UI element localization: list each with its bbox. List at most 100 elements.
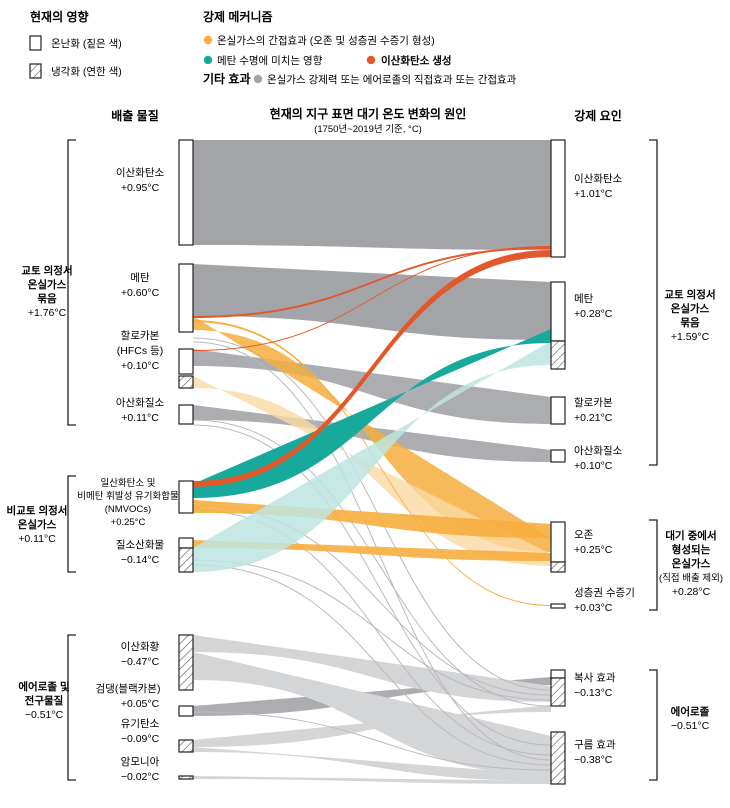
legend-methane: 메탄 수명에 미치는 영향: [217, 55, 323, 67]
flow-so2-rad: [193, 635, 551, 702]
driver-nodes: [550, 139, 566, 785]
legend-co2: 이산화탄소 생성: [381, 54, 452, 67]
legend-effect-title: 현재의 영향: [30, 9, 89, 24]
svg-text:+0.11°C: +0.11°C: [121, 412, 159, 424]
node-hc: [178, 348, 194, 375]
flow-ch4-o3: [193, 316, 551, 552]
driver-o3: [550, 521, 566, 563]
legend-ozone: 온실가스의 간접효과 (오존 및 성층권 수증기 형성): [217, 35, 435, 47]
driver-rad-cool: [550, 677, 566, 707]
driver-h2o: [550, 603, 566, 609]
right-group-labels: 교토 의정서 온실가스 묶음 +1.59°C 대기 중에서 형성되는 온실가스 …: [659, 288, 723, 732]
emission-labels: 이산화탄소 +0.95°C 메탄 +0.60°C 할로카본 (HFCs 등) +…: [77, 167, 179, 783]
svg-text:+0.03°C: +0.03°C: [574, 602, 613, 614]
left-group-labels: 교토 의정서 온실가스 묶음 +1.76°C 비교토 의정서 온실가스 +0.1…: [7, 264, 73, 721]
legend-cooling: 냉각화 (연한 색): [51, 66, 122, 78]
header-right: 강제 요인: [574, 108, 622, 123]
svg-text:오존: 오존: [574, 529, 594, 541]
node-n2o: [178, 404, 194, 425]
svg-text:+0.28°C: +0.28°C: [672, 586, 711, 598]
svg-text:온실가스: 온실가스: [18, 518, 57, 531]
svg-text:구름 효과: 구름 효과: [574, 739, 616, 751]
legend-warming: 온난화 (짙은 색): [51, 38, 122, 50]
svg-text:+0.10°C: +0.10°C: [121, 360, 160, 372]
svg-text:−0.51°C: −0.51°C: [671, 720, 710, 732]
header-center-sub: (1750년~2019년 기준, °C): [314, 124, 422, 135]
node-ch4: [178, 263, 194, 333]
node-oc: [178, 739, 194, 753]
svg-text:(NMVOCs): (NMVOCs): [105, 504, 151, 515]
header-left: 배출 물질: [111, 108, 159, 123]
svg-text:+0.25°C: +0.25°C: [574, 544, 613, 556]
svg-text:+1.01°C: +1.01°C: [574, 188, 613, 200]
legend-mechanism-title: 강제 메커니즘: [203, 9, 273, 24]
node-nox-cool: [178, 547, 194, 573]
header-center: 현재의 지구 표면 대기 온도 변화의 원인: [270, 106, 467, 121]
svg-text:묶음: 묶음: [680, 317, 700, 329]
svg-text:형성되는: 형성되는: [672, 543, 711, 556]
svg-text:일산화탄소 및: 일산화탄소 및: [100, 477, 155, 489]
node-nh3: [178, 775, 194, 780]
node-so2: [178, 634, 194, 691]
svg-text:+0.21°C: +0.21°C: [574, 412, 613, 424]
svg-text:−0.47°C: −0.47°C: [121, 656, 160, 668]
svg-text:에어로졸 및: 에어로졸 및: [18, 680, 70, 693]
svg-text:−0.09°C: −0.09°C: [121, 733, 160, 745]
legend-co2-dot: [366, 55, 376, 65]
node-bc: [178, 705, 194, 717]
flow-nh3-cloud: [193, 776, 551, 784]
emission-nodes: [178, 139, 194, 780]
svg-text:이산화탄소: 이산화탄소: [574, 173, 623, 185]
svg-text:+0.25°C: +0.25°C: [111, 517, 146, 528]
svg-text:+0.60°C: +0.60°C: [121, 287, 160, 299]
svg-text:−0.02°C: −0.02°C: [121, 771, 160, 783]
svg-text:묶음: 묶음: [37, 293, 57, 305]
driver-cloud: [550, 731, 566, 785]
driver-rad: [550, 669, 566, 679]
node-co2: [178, 139, 194, 246]
svg-text:교토 의정서: 교토 의정서: [664, 288, 715, 301]
driver-ch4-cool: [550, 340, 566, 370]
svg-text:(HFCs 등): (HFCs 등): [117, 345, 163, 357]
svg-text:유기탄소: 유기탄소: [121, 718, 160, 730]
flow-ch4-ch4: [193, 264, 551, 340]
svg-text:온실가스: 온실가스: [672, 557, 711, 570]
svg-text:이산화탄소: 이산화탄소: [116, 167, 165, 179]
brackets: [67, 139, 658, 781]
node-co: [178, 480, 194, 514]
legend-methane-dot: [203, 55, 213, 65]
legend-warming-swatch: [29, 35, 42, 51]
svg-text:+1.76°C: +1.76°C: [28, 307, 67, 319]
svg-text:+0.28°C: +0.28°C: [574, 308, 613, 320]
svg-text:비메탄 휘발성 유기화합물: 비메탄 휘발성 유기화합물: [77, 491, 179, 502]
svg-text:성층권 수증기: 성층권 수증기: [574, 587, 635, 599]
svg-text:교토 의정서: 교토 의정서: [21, 264, 72, 277]
svg-text:할로카본: 할로카본: [121, 330, 160, 342]
flow-ch4-co2: [193, 247, 551, 318]
svg-text:+0.05°C: +0.05°C: [121, 698, 160, 710]
svg-text:아산화질소: 아산화질소: [116, 397, 165, 409]
legend-cooling-swatch: [29, 63, 42, 79]
svg-text:대기 중에서: 대기 중에서: [665, 529, 716, 542]
svg-text:+1.59°C: +1.59°C: [671, 331, 710, 343]
driver-labels: 이산화탄소 +1.01°C 메탄 +0.28°C 할로카본 +0.21°C 아산…: [574, 173, 635, 766]
svg-text:에어로졸: 에어로졸: [671, 705, 710, 718]
svg-text:비교토 의정서: 비교토 의정서: [7, 504, 68, 517]
flow-co-co2: [193, 250, 551, 487]
svg-text:+0.11°C: +0.11°C: [18, 533, 56, 545]
flow-hc-co2: [193, 246, 551, 351]
legend-other: 온실가스 강제력 또는 에어로졸의 직접효과 또는 간접효과: [267, 74, 517, 86]
flows: [192, 140, 552, 784]
legend-ozone-dot: [203, 35, 213, 45]
driver-co2: [550, 139, 566, 258]
svg-text:아산화질소: 아산화질소: [574, 445, 623, 457]
flow-co2-co2: [193, 140, 551, 250]
svg-text:+0.10°C: +0.10°C: [574, 460, 613, 472]
svg-text:−0.14°C: −0.14°C: [121, 554, 160, 566]
legend-other-title: 기타 효과: [203, 71, 251, 86]
legend-other-dot: [253, 74, 263, 84]
flow-nox-ch4-cool: [193, 341, 551, 572]
svg-text:검댕(블랙카본): 검댕(블랙카본): [96, 683, 161, 695]
legend: 현재의 영향 온난화 (짙은 색) 냉각화 (연한 색) 강제 메커니즘 온실가…: [29, 9, 517, 86]
driver-ch4: [550, 281, 566, 342]
